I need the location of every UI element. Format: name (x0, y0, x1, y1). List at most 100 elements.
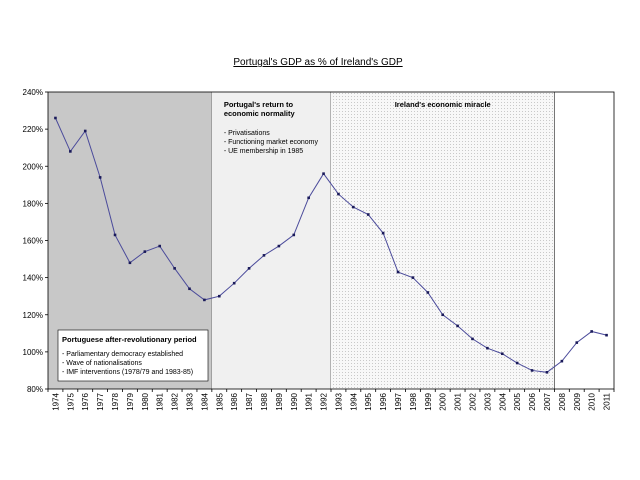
data-point-2008 (560, 359, 564, 363)
region-1-item: - Parliamentary democracy established (62, 351, 183, 358)
region-2-title-line: economic normality (224, 109, 296, 118)
data-point-1992 (322, 172, 325, 175)
region-3-title: Ireland's economic miracle (395, 100, 491, 109)
x-tick-label: 2001 (454, 392, 463, 410)
data-point-1977 (98, 176, 102, 179)
region-2-background (211, 92, 331, 389)
x-tick-label: 1988 (260, 392, 269, 410)
x-tick-label: 1991 (305, 392, 314, 410)
x-tick-label: 1996 (379, 392, 388, 410)
data-point-1993 (337, 192, 340, 196)
data-point-2003 (486, 346, 489, 350)
x-tick-label: 1984 (200, 392, 209, 410)
y-tick-label: 180% (23, 199, 43, 208)
data-point-1974 (54, 116, 57, 120)
y-tick-label: 120% (23, 311, 43, 320)
regions-layer (48, 92, 555, 389)
x-tick-label: 1992 (320, 392, 329, 410)
data-point-1985 (217, 294, 221, 298)
x-tick-label: 2005 (513, 392, 522, 410)
region-1-item: - Wave of nationalisations (62, 360, 142, 367)
data-point-1979 (128, 261, 132, 265)
data-point-2010 (590, 330, 593, 333)
x-tick-label: 1982 (171, 392, 180, 410)
region-1-title: Portuguese after-revolutionary period (62, 335, 197, 344)
data-point-1982 (173, 267, 176, 270)
region-2-item: - Functioning market economy (224, 139, 319, 146)
x-tick-label: 1981 (156, 392, 165, 410)
x-tick-label: 1995 (364, 392, 373, 410)
y-tick-label: 160% (23, 237, 43, 246)
x-tick-label: 2009 (573, 392, 582, 410)
data-point-1978 (113, 233, 117, 237)
x-tick-label: 1999 (424, 392, 433, 410)
data-point-1976 (83, 129, 87, 133)
data-point-2001 (456, 324, 459, 328)
y-tick-label: 100% (23, 348, 43, 357)
x-tick-label: 2006 (528, 392, 537, 410)
x-tick-label: 2010 (588, 392, 597, 410)
data-point-1990 (292, 233, 296, 237)
region-3-background (331, 92, 555, 389)
x-tick-label: 1987 (245, 392, 254, 410)
data-point-1998 (411, 276, 415, 279)
x-tick-label: 1983 (186, 392, 195, 410)
data-point-2009 (575, 341, 579, 344)
data-point-1981 (158, 244, 162, 248)
data-point-2005 (515, 361, 519, 365)
data-point-1991 (307, 196, 310, 200)
x-tick-label: 1978 (111, 392, 120, 410)
data-point-1975 (69, 150, 72, 153)
x-tick-label: 1990 (290, 392, 299, 410)
x-tick-label: 2011 (603, 392, 612, 410)
data-point-1984 (203, 298, 206, 302)
region-2-item: - Privatisations (224, 130, 270, 137)
data-point-2007 (545, 370, 549, 374)
data-point-1996 (381, 231, 385, 235)
annotations-layer: Portuguese after-revolutionary period - P… (57, 100, 491, 382)
axes-layer: 80% 100% 120% 140% 160% 180% 200% 220% 240% 1974 1… (23, 88, 615, 411)
y-tick-label: 140% (23, 274, 43, 283)
data-point-1989 (277, 244, 281, 248)
data-point-1987 (247, 267, 251, 270)
x-tick-label: 1980 (141, 392, 150, 410)
x-tick-label: 1975 (66, 392, 75, 410)
data-point-2004 (500, 352, 504, 356)
x-tick-label: 1989 (275, 392, 284, 410)
x-tick-label: 1979 (126, 392, 135, 410)
data-point-1983 (188, 287, 191, 291)
data-point-2002 (471, 337, 474, 341)
data-point-2006 (530, 369, 534, 372)
x-tick-label: 2007 (543, 392, 552, 410)
series-line (54, 117, 607, 373)
region-2-item: - UE membership in 1985 (224, 148, 303, 155)
data-point-1986 (232, 281, 236, 285)
x-tick-label: 2004 (498, 392, 507, 410)
series-layer (54, 116, 608, 374)
data-point-2011 (605, 333, 608, 337)
region-1-annotation-box (57, 329, 209, 382)
region-1-item: - IMF interventions (1978/79 and 1983-85… (62, 369, 193, 376)
x-tick-label: 1994 (349, 392, 358, 410)
y-tick-label: 240% (23, 88, 43, 97)
x-tick-label: 1993 (334, 392, 343, 410)
data-point-1988 (262, 254, 266, 257)
x-tick-label: 1977 (96, 392, 105, 410)
x-tick-label: 2000 (439, 392, 448, 410)
x-tick-label: 1976 (81, 392, 90, 410)
x-tick-label: 1974 (51, 392, 60, 410)
x-tick-label: 1985 (215, 392, 224, 410)
y-tick-label: 220% (23, 125, 43, 134)
x-tick-label: 1997 (394, 392, 403, 410)
data-point-1995 (366, 213, 370, 216)
data-point-1999 (426, 291, 430, 294)
y-tick-label: 80% (27, 385, 43, 394)
data-point-2000 (441, 313, 445, 317)
chart-title: Portugal's GDP as % of Ireland's GDP (233, 57, 403, 68)
x-tick-label: 2002 (469, 392, 478, 410)
y-tick-label: 200% (23, 162, 43, 171)
x-tick-label: 1998 (409, 392, 418, 410)
x-tick-label: 1986 (230, 392, 239, 410)
region-2-title-line: Portugal's return to (224, 100, 294, 109)
